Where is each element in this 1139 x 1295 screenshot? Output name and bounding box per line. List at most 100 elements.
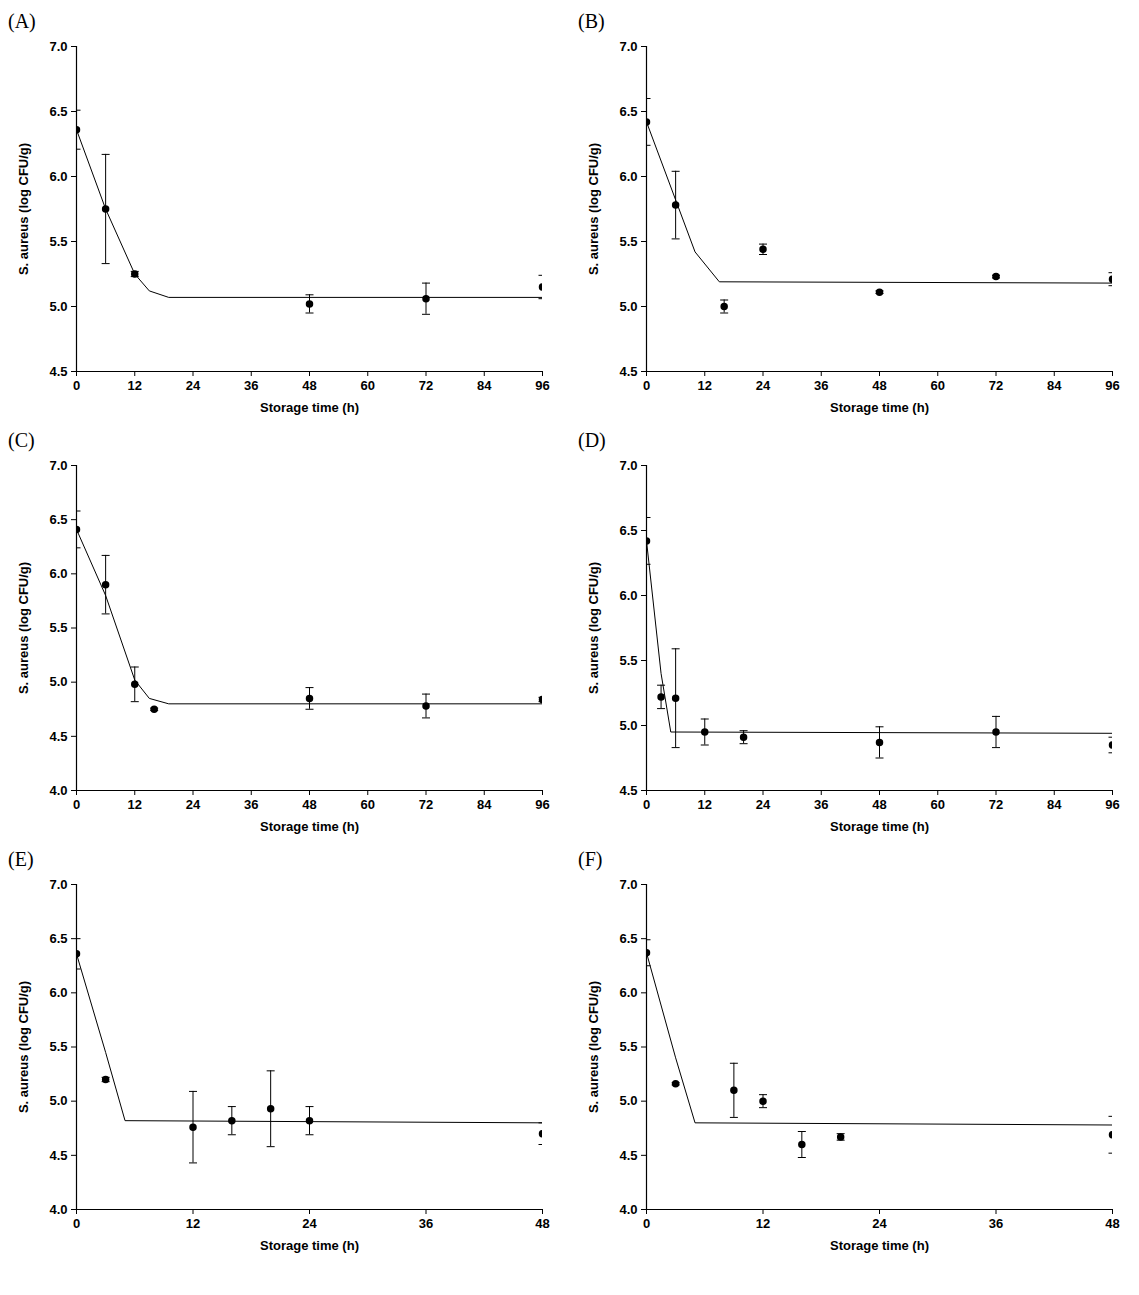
svg-text:48: 48 [872,797,886,812]
html-text:(B): (B) [578,10,605,32]
svg-text:4.0: 4.0 [49,783,67,798]
svg-text:4.5: 4.5 [49,364,67,379]
svg-text:S. aureus (log CFU/g): S. aureus (log CFU/g) [16,562,31,694]
svg-text:36: 36 [244,378,258,393]
svg-text:4.0: 4.0 [619,1202,637,1217]
svg-text:5.5: 5.5 [49,620,67,635]
svg-text:6.5: 6.5 [49,104,67,119]
svg-text:48: 48 [1105,1216,1119,1231]
svg-text:5.0: 5.0 [49,674,67,689]
svg-text:6.5: 6.5 [49,931,67,946]
svg-text:24: 24 [186,378,201,393]
svg-text:5.0: 5.0 [619,1093,637,1108]
svg-text:24: 24 [872,1216,887,1231]
svg-text:48: 48 [302,378,316,393]
svg-text:5.5: 5.5 [619,234,637,249]
svg-text:96: 96 [1105,378,1119,393]
svg-text:24: 24 [756,378,771,393]
svg-text:Storage time (h): Storage time (h) [830,1238,929,1253]
svg-text:24: 24 [186,797,201,812]
svg-text:72: 72 [419,378,433,393]
svg-text:48: 48 [302,797,316,812]
svg-text:0: 0 [73,797,80,812]
svg-text:84: 84 [477,797,492,812]
svg-text:6.0: 6.0 [49,985,67,1000]
svg-text:96: 96 [535,378,549,393]
svg-text:Storage time (h): Storage time (h) [260,1238,359,1253]
svg-text:S. aureus (log CFU/g): S. aureus (log CFU/g) [16,981,31,1113]
svg-text:6.0: 6.0 [49,169,67,184]
svg-text:6.0: 6.0 [619,169,637,184]
svg-text:S. aureus (log CFU/g): S. aureus (log CFU/g) [586,981,601,1113]
svg-text:5.5: 5.5 [49,1039,67,1054]
svg-text:6.0: 6.0 [49,566,67,581]
svg-text:Storage time (h): Storage time (h) [830,819,929,834]
svg-text:72: 72 [989,797,1003,812]
svg-text:0: 0 [73,378,80,393]
svg-text:5.0: 5.0 [619,718,637,733]
svg-text:7.0: 7.0 [619,39,637,54]
svg-text:5.0: 5.0 [619,299,637,314]
svg-text:4.5: 4.5 [49,1147,67,1162]
svg-text:36: 36 [244,797,258,812]
svg-text:Storage time (h): Storage time (h) [260,400,359,415]
svg-text:5.5: 5.5 [49,234,67,249]
html-text:(C): (C) [8,429,35,451]
svg-text:36: 36 [419,1216,433,1231]
svg-text:6.5: 6.5 [49,512,67,527]
svg-text:12: 12 [186,1216,200,1231]
svg-text:6.0: 6.0 [619,588,637,603]
svg-text:5.5: 5.5 [619,653,637,668]
svg-text:6.0: 6.0 [619,985,637,1000]
svg-text:48: 48 [872,378,886,393]
svg-text:36: 36 [814,378,828,393]
svg-text:6.5: 6.5 [619,523,637,538]
svg-text:60: 60 [931,797,945,812]
svg-text:7.0: 7.0 [619,877,637,892]
svg-text:48: 48 [535,1216,549,1231]
svg-text:Storage time (h): Storage time (h) [260,819,359,834]
svg-text:12: 12 [698,797,712,812]
svg-text:12: 12 [698,378,712,393]
svg-text:S. aureus (log CFU/g): S. aureus (log CFU/g) [586,562,601,694]
svg-text:84: 84 [1047,378,1062,393]
svg-text:7.0: 7.0 [49,39,67,54]
svg-text:Storage time (h): Storage time (h) [830,400,929,415]
svg-text:36: 36 [989,1216,1003,1231]
svg-text:0: 0 [73,1216,80,1231]
svg-text:S. aureus (log CFU/g): S. aureus (log CFU/g) [16,143,31,275]
svg-text:5.5: 5.5 [619,1039,637,1054]
svg-text:24: 24 [302,1216,317,1231]
svg-text:96: 96 [535,797,549,812]
svg-text:6.5: 6.5 [619,104,637,119]
svg-text:60: 60 [361,378,375,393]
svg-text:6.5: 6.5 [619,931,637,946]
svg-text:84: 84 [1047,797,1062,812]
svg-text:60: 60 [361,797,375,812]
svg-text:60: 60 [931,378,945,393]
svg-text:36: 36 [814,797,828,812]
svg-text:5.0: 5.0 [49,1093,67,1108]
svg-text:7.0: 7.0 [49,877,67,892]
svg-text:24: 24 [756,797,771,812]
svg-text:4.5: 4.5 [619,783,637,798]
svg-text:72: 72 [989,378,1003,393]
html-text:(A): (A) [8,10,36,32]
svg-text:4.0: 4.0 [49,1202,67,1217]
svg-text:4.5: 4.5 [619,1147,637,1162]
svg-text:0: 0 [643,797,650,812]
svg-text:4.5: 4.5 [49,728,67,743]
svg-text:0: 0 [643,378,650,393]
svg-text:12: 12 [128,378,142,393]
svg-text:12: 12 [128,797,142,812]
svg-text:72: 72 [419,797,433,812]
svg-text:7.0: 7.0 [619,458,637,473]
svg-text:12: 12 [756,1216,770,1231]
svg-text:0: 0 [643,1216,650,1231]
svg-text:7.0: 7.0 [49,458,67,473]
svg-text:S. aureus (log CFU/g): S. aureus (log CFU/g) [586,143,601,275]
svg-text:4.5: 4.5 [619,364,637,379]
svg-text:96: 96 [1105,797,1119,812]
svg-text:5.0: 5.0 [49,299,67,314]
svg-text:84: 84 [477,378,492,393]
